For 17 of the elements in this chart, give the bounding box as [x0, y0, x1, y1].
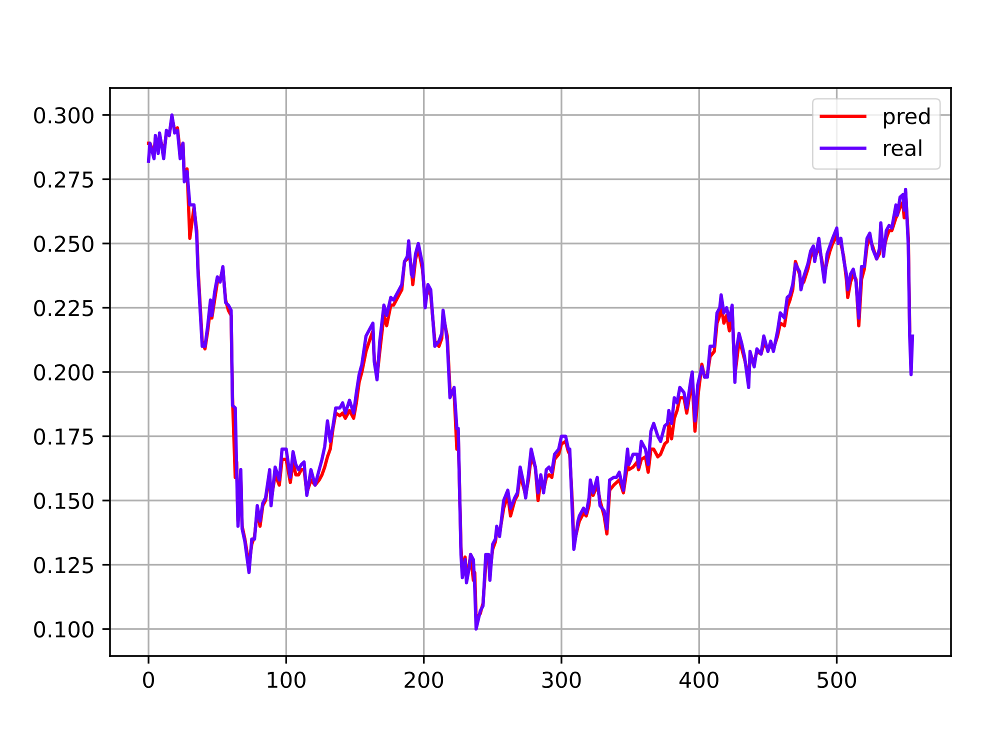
y-tick-label: 0.225 — [34, 300, 93, 316]
x-tick-label: 0 — [143, 672, 154, 688]
y-tick-label: 0.250 — [34, 236, 94, 252]
x-tick-label: 300 — [542, 672, 581, 688]
x-tick-label: 200 — [404, 672, 444, 688]
y-tick-label: 0.175 — [34, 428, 93, 445]
legend-label: real — [884, 139, 922, 156]
y-tick-label: 0.200 — [34, 364, 94, 381]
y-tick-label: 0.275 — [34, 171, 93, 188]
y-tick-label: 0.150 — [34, 492, 94, 510]
y-tick-label: 0.300 — [34, 107, 94, 124]
x-tick-label: 500 — [818, 672, 856, 688]
x-tick-label: 400 — [679, 672, 718, 688]
legend-label: pred — [884, 108, 930, 129]
x-tick-label: 100 — [268, 672, 306, 688]
y-tick-label: 0.100 — [34, 621, 94, 638]
y-tick-label: 0.125 — [34, 556, 93, 574]
